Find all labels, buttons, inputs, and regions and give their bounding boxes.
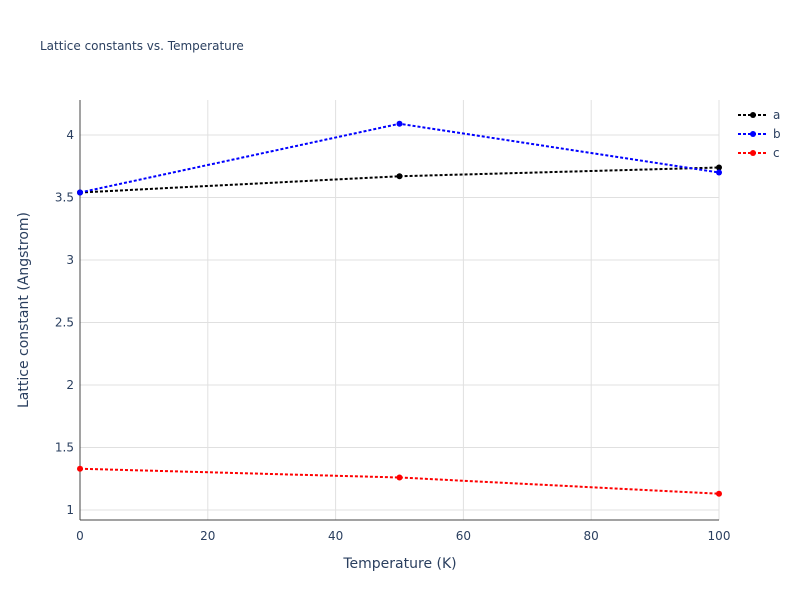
y-axis-label: Lattice constant (Angstrom) — [16, 212, 32, 408]
chart-title: Lattice constants vs. Temperature — [40, 39, 244, 53]
y-tick-label: 2 — [66, 378, 74, 392]
series-line — [79, 122, 720, 194]
data-point — [716, 164, 722, 171]
y-tick-label: 1.5 — [55, 441, 74, 455]
y-tick-label: 4 — [66, 128, 74, 142]
data-point — [77, 465, 83, 472]
data-point — [396, 173, 403, 180]
x-tick-label: 0 — [76, 529, 84, 543]
legend-label: b — [773, 127, 781, 141]
data-point — [716, 490, 722, 497]
x-tick-label: 60 — [456, 529, 471, 543]
y-tick-label: 3 — [66, 253, 74, 267]
x-tick-label: 20 — [200, 529, 215, 543]
data-point — [396, 474, 403, 481]
x-axis-label: Temperature (K) — [342, 556, 456, 572]
legend-label: a — [773, 108, 780, 122]
legend-marker — [750, 131, 756, 137]
y-tick-label: 2.5 — [55, 316, 74, 330]
legend-label: c — [773, 146, 780, 160]
legend-marker — [750, 150, 756, 156]
x-tick-label: 100 — [708, 529, 731, 543]
data-point — [396, 120, 403, 127]
series-line — [79, 467, 720, 495]
x-tick-label: 40 — [328, 529, 343, 543]
data-point — [716, 169, 722, 176]
y-tick-label: 1 — [66, 503, 74, 517]
series-line — [79, 166, 720, 194]
legend-marker — [750, 112, 756, 118]
x-tick-label: 80 — [584, 529, 599, 543]
y-tick-label: 3.5 — [55, 191, 74, 205]
data-point — [77, 189, 83, 196]
